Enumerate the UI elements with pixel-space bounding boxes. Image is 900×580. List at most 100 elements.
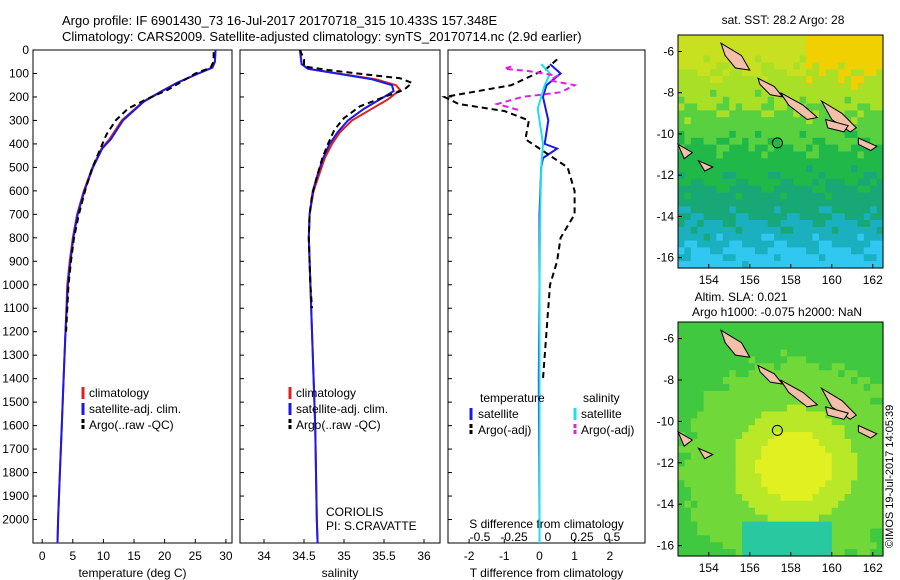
map-cell bbox=[774, 151, 782, 159]
y-tick-label: 1400 bbox=[2, 372, 29, 386]
map-cell bbox=[684, 370, 692, 378]
map-cell bbox=[697, 69, 705, 77]
map-cell bbox=[838, 76, 846, 84]
map-cell bbox=[697, 466, 705, 474]
map-cell bbox=[818, 487, 826, 495]
map-cell bbox=[844, 233, 852, 242]
map-cell bbox=[870, 76, 878, 84]
map-cell bbox=[793, 199, 801, 207]
map-cell bbox=[697, 254, 705, 262]
map-cell bbox=[748, 240, 756, 249]
map-cell bbox=[748, 542, 756, 550]
map-cell bbox=[806, 432, 814, 440]
map-cell bbox=[774, 418, 782, 426]
map-cell bbox=[799, 411, 807, 419]
map-cell bbox=[761, 254, 769, 262]
map-cell bbox=[716, 233, 724, 242]
map-cell bbox=[754, 178, 762, 187]
map-cell bbox=[851, 226, 858, 235]
map-cell bbox=[806, 226, 814, 235]
map-cell bbox=[818, 240, 826, 249]
map-cell bbox=[818, 514, 826, 523]
map-cell bbox=[780, 247, 788, 255]
map-cell bbox=[876, 404, 884, 413]
map-cell bbox=[806, 411, 814, 419]
map-cell bbox=[844, 535, 852, 543]
map-cell bbox=[729, 178, 737, 187]
map-cell bbox=[754, 247, 762, 255]
map-cell bbox=[786, 213, 794, 221]
map-cell bbox=[851, 521, 858, 530]
map-cell bbox=[684, 144, 692, 153]
map-cell bbox=[716, 247, 724, 255]
map-cell bbox=[876, 452, 884, 461]
map-cell bbox=[774, 349, 782, 357]
map-cell bbox=[722, 328, 730, 337]
map-cell bbox=[767, 542, 775, 550]
map-cell bbox=[767, 103, 775, 111]
map-cell bbox=[851, 240, 858, 249]
map-cell bbox=[780, 383, 788, 392]
map-cell bbox=[742, 261, 750, 269]
map-cell bbox=[710, 439, 717, 447]
map-cell bbox=[831, 158, 839, 166]
map-cell bbox=[690, 439, 698, 447]
map-cell bbox=[735, 466, 743, 474]
map-cell bbox=[703, 55, 711, 64]
legend-label: satellite-adj. clim. bbox=[296, 402, 388, 416]
map-cell bbox=[857, 62, 865, 70]
map-cell bbox=[678, 220, 685, 228]
map-cell bbox=[735, 390, 743, 399]
map-cell bbox=[806, 192, 814, 201]
map-cell bbox=[786, 117, 794, 125]
map-cell bbox=[857, 117, 865, 125]
map-cell bbox=[697, 41, 705, 50]
map-cell bbox=[818, 528, 826, 536]
map-cell bbox=[876, 425, 884, 433]
map-cell bbox=[703, 110, 711, 118]
map-cell bbox=[767, 322, 775, 330]
map-cell bbox=[838, 328, 846, 337]
map-cell bbox=[767, 35, 775, 43]
x-tick-label: 0 bbox=[536, 549, 543, 563]
map-cell bbox=[863, 151, 871, 159]
series-satellite-adj-clim- bbox=[299, 49, 395, 544]
map-cell bbox=[799, 425, 807, 433]
map-cell bbox=[774, 542, 782, 550]
map-cell bbox=[851, 261, 858, 269]
series-argo-raw-qc- bbox=[299, 49, 414, 309]
map-cell bbox=[684, 158, 692, 166]
map-cell bbox=[774, 41, 782, 50]
map-cell bbox=[690, 425, 698, 433]
map-cell bbox=[697, 240, 705, 249]
map-cell bbox=[870, 185, 878, 194]
map-cell bbox=[767, 165, 775, 173]
map-cell bbox=[716, 521, 724, 530]
map-cell bbox=[690, 226, 698, 235]
map-cell bbox=[703, 48, 711, 57]
map-cell bbox=[857, 130, 865, 139]
map-cell bbox=[876, 514, 884, 523]
map-cell bbox=[780, 452, 788, 461]
map-cell bbox=[825, 328, 833, 337]
map-cell bbox=[838, 322, 846, 330]
map-cell bbox=[678, 233, 685, 242]
map-cell bbox=[710, 328, 717, 337]
map-cell bbox=[684, 110, 692, 118]
map-cell bbox=[786, 178, 794, 187]
map-cell bbox=[844, 390, 852, 399]
map-cell bbox=[690, 390, 698, 399]
map-cell bbox=[748, 390, 756, 399]
map-cell bbox=[870, 390, 878, 399]
map-cell bbox=[870, 247, 878, 255]
map-cell bbox=[742, 370, 750, 378]
map-cell bbox=[818, 473, 826, 481]
map-cell bbox=[684, 55, 692, 64]
map-cell bbox=[806, 542, 814, 550]
map-cell bbox=[793, 480, 801, 488]
map-cell bbox=[722, 226, 730, 235]
map-cell bbox=[857, 233, 865, 242]
map-cell bbox=[729, 124, 737, 132]
map-cell bbox=[786, 226, 794, 235]
map-cell bbox=[818, 356, 826, 364]
